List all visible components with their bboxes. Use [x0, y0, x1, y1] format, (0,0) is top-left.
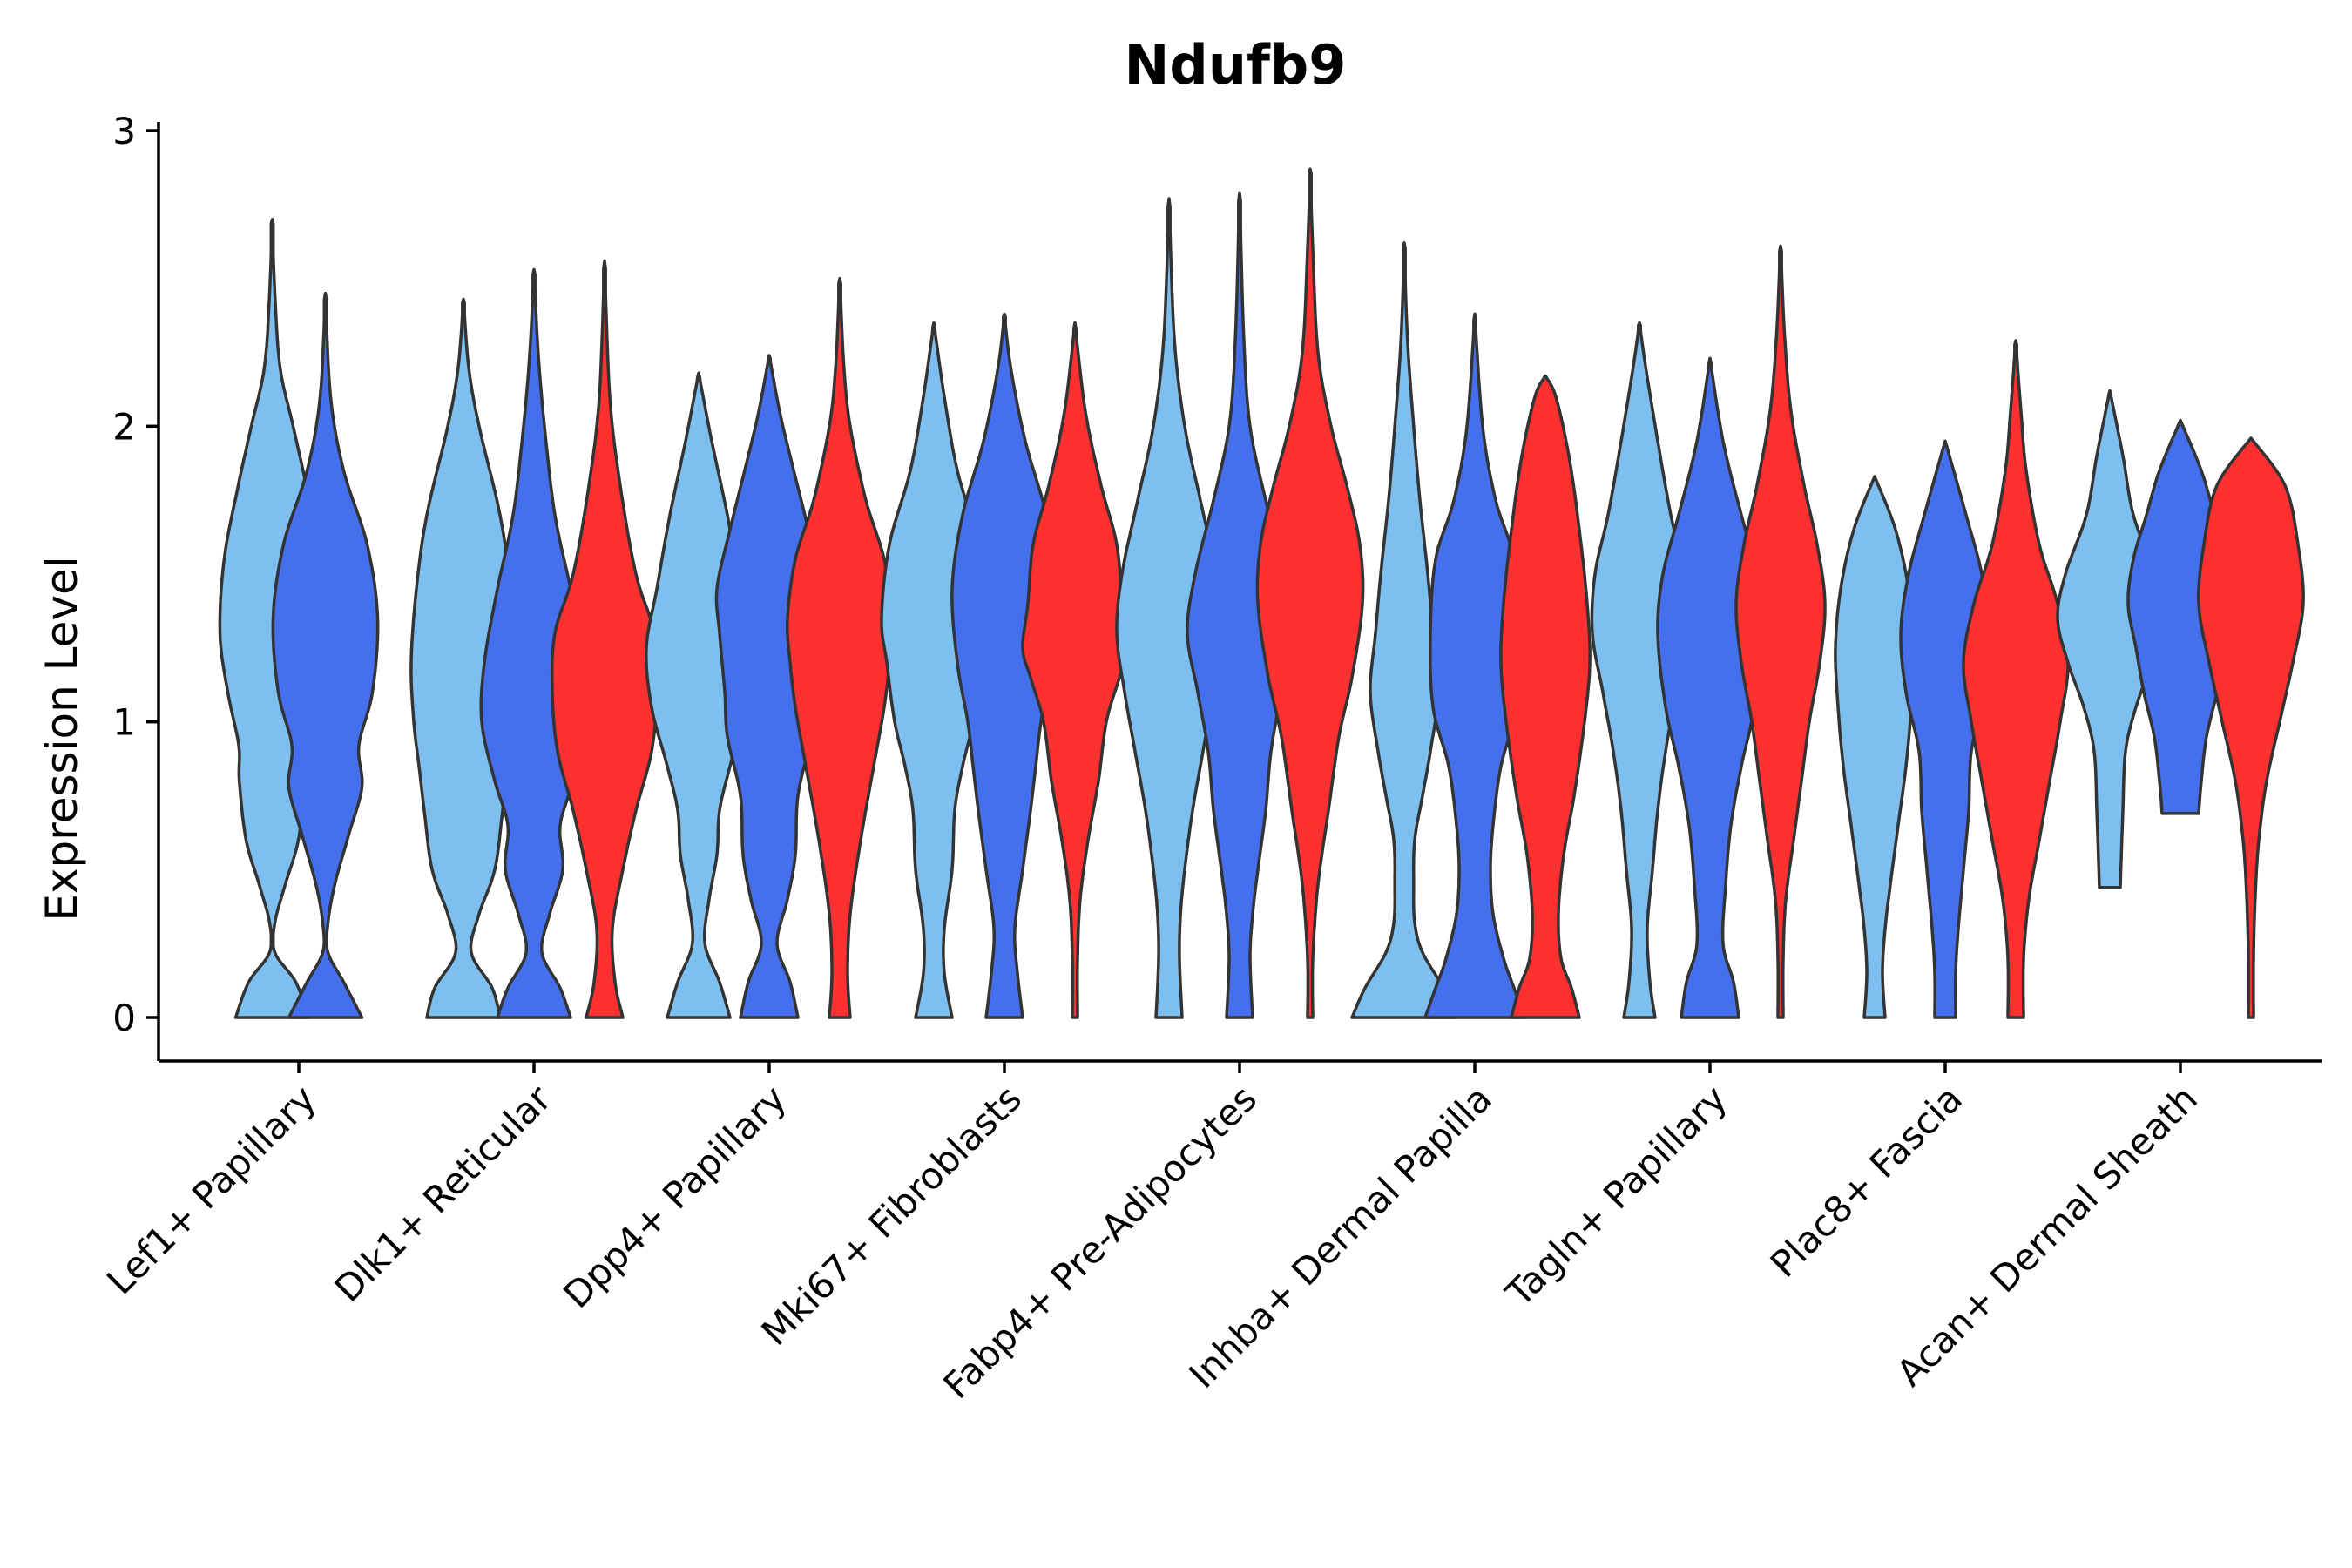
violin-3-1	[645, 371, 753, 1019]
violin-plot-area	[218, 167, 2305, 1019]
violin-4-1	[880, 321, 988, 1019]
y-tick-label: 3	[112, 110, 136, 152]
violin-1-2	[271, 291, 380, 1019]
violin-8-1	[1834, 475, 1916, 1019]
violin-8-2	[1899, 439, 1991, 1019]
violin-3-3	[786, 276, 894, 1019]
x-tick-label: Dpp4+ Papillary	[555, 1077, 794, 1316]
x-tick-label: Plac8+ Fascia	[1762, 1077, 1970, 1285]
violin-9-1	[2056, 389, 2164, 889]
violin-2-3	[550, 259, 659, 1019]
y-tick-label: 0	[112, 997, 136, 1039]
y-tick-label: 1	[112, 701, 136, 744]
x-tick-label: Mki67+ Fibroblasts	[754, 1077, 1030, 1353]
violin-7-3	[1734, 244, 1827, 1019]
x-tick-label: Dlk1+ Reticular	[327, 1077, 560, 1310]
violin-2-1	[409, 297, 517, 1019]
violin-6-1	[1350, 241, 1458, 1019]
violin-6-3	[1499, 374, 1592, 1019]
violin-5-3	[1255, 167, 1365, 1019]
violin-3-2	[714, 354, 824, 1019]
violin-5-2	[1186, 191, 1294, 1019]
violin-4-3	[1021, 321, 1129, 1019]
y-tick-label: 2	[112, 405, 136, 448]
x-tick-label: Lef1+ Papillary	[98, 1077, 324, 1302]
violin-7-1	[1590, 321, 1689, 1019]
violin-6-2	[1423, 312, 1526, 1019]
violin-2-2	[479, 267, 589, 1019]
x-tick-label: Tagln+ Papillary	[1497, 1077, 1735, 1315]
violin-9-3	[2197, 436, 2305, 1019]
violin-5-1	[1115, 197, 1223, 1019]
y-axis-label: Expression Level	[37, 556, 87, 921]
chart-title: Ndufb9	[1125, 33, 1347, 97]
violin-8-3	[1962, 339, 2070, 1019]
violin-4-2	[950, 312, 1058, 1019]
violin-7-2	[1656, 356, 1764, 1019]
